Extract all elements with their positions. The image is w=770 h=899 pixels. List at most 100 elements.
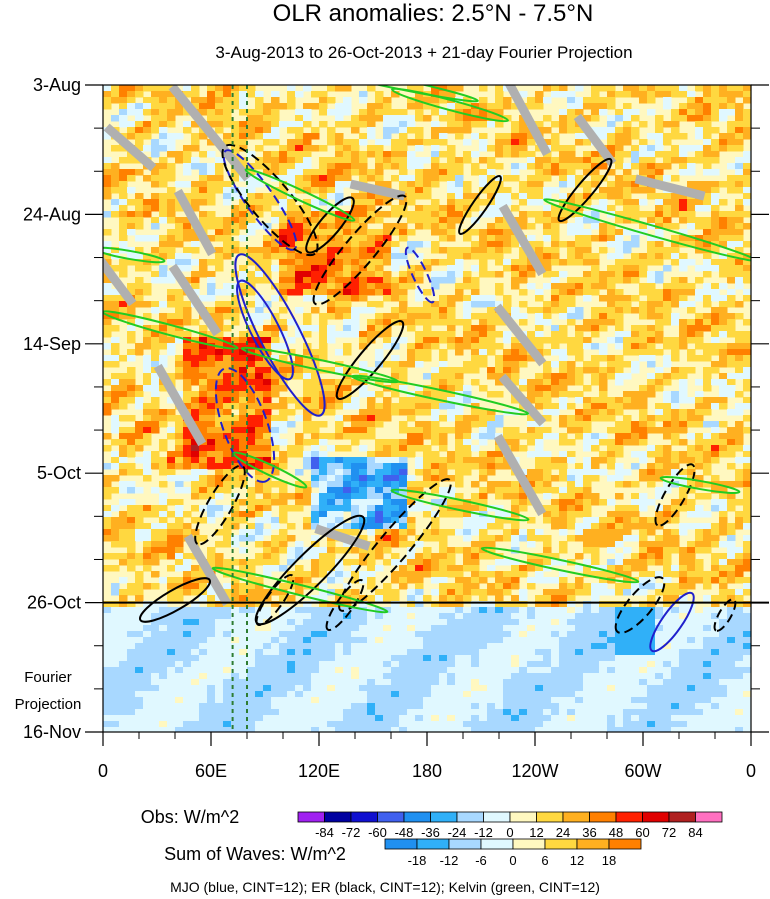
field-cell (439, 541, 448, 548)
field-cell (575, 253, 584, 260)
field-cell (495, 577, 504, 584)
field-cell (135, 469, 144, 476)
field-cell (135, 529, 144, 536)
field-cell (279, 247, 288, 254)
field-cell (231, 169, 240, 176)
field-cell (327, 241, 336, 248)
field-cell (303, 517, 312, 524)
field-cell (527, 157, 536, 164)
field-cell (439, 229, 448, 236)
field-cell (703, 403, 712, 410)
field-cell (655, 319, 664, 326)
field-cell (719, 319, 728, 326)
field-cell (463, 565, 472, 572)
field-cell (583, 505, 592, 512)
field-cell (543, 313, 552, 320)
field-cell (319, 103, 328, 110)
field-cell (639, 391, 648, 398)
field-cell (279, 529, 288, 536)
field-cell (375, 115, 384, 122)
field-cell (743, 295, 751, 302)
field-cell (223, 421, 232, 428)
field-cell (263, 199, 272, 206)
field-cell (239, 193, 248, 200)
field-cell (567, 361, 576, 368)
field-cell (719, 91, 728, 98)
field-cell (191, 145, 200, 152)
field-cell (423, 325, 432, 332)
field-cell (575, 331, 584, 338)
field-cell (431, 439, 440, 446)
field-cell (527, 553, 536, 560)
field-cell (703, 577, 712, 584)
field-cell (415, 469, 424, 476)
field-cell (671, 337, 680, 344)
field-cell (183, 331, 192, 338)
field-cell (319, 235, 328, 242)
field-cell (183, 391, 192, 398)
field-cell (391, 361, 400, 368)
field-cell (303, 427, 312, 434)
field-cell (455, 181, 464, 188)
field-cell (351, 319, 360, 326)
field-cell (255, 247, 264, 254)
field-cell (223, 457, 232, 464)
field-cell (383, 589, 392, 596)
field-cell (415, 463, 424, 470)
field-cell (463, 325, 472, 332)
field-cell (175, 253, 184, 260)
field-cell (511, 103, 520, 110)
field-cell (431, 553, 440, 560)
field-cell (703, 397, 712, 404)
field-cell (311, 211, 320, 218)
field-cell (263, 439, 272, 446)
field-cell (679, 331, 688, 338)
field-cell (511, 355, 520, 362)
field-cell (463, 331, 472, 338)
field-cell (263, 547, 272, 554)
field-cell (511, 349, 520, 356)
field-cell (247, 223, 256, 230)
field-cell (175, 259, 184, 266)
field-cell (647, 133, 656, 140)
field-cell (183, 85, 192, 92)
field-cell (599, 571, 608, 578)
field-cell (167, 103, 176, 110)
field-cell (447, 589, 456, 596)
field-cell (567, 373, 576, 380)
field-cell (719, 361, 728, 368)
field-cell (263, 433, 272, 440)
field-cell (711, 577, 720, 584)
field-cell (423, 409, 432, 416)
field-cell (255, 295, 264, 302)
field-cell (495, 271, 504, 278)
field-cell (215, 229, 224, 236)
field-cell (239, 415, 248, 422)
field-cell (527, 175, 536, 182)
field-cell (607, 559, 616, 566)
field-cell (647, 577, 656, 584)
field-cell (207, 217, 216, 224)
field-cell (231, 481, 240, 488)
field-cell (471, 193, 480, 200)
field-cell (663, 433, 672, 440)
field-cell (375, 415, 384, 422)
field-cell (607, 523, 616, 530)
field-cell (367, 409, 376, 416)
field-cell (103, 319, 112, 326)
field-cell (655, 133, 664, 140)
field-cell (679, 283, 688, 290)
field-cell (463, 301, 472, 308)
field-cell (167, 109, 176, 116)
field-cell (703, 259, 712, 266)
field-cell (239, 589, 248, 596)
field-cell (103, 355, 112, 362)
field-cell (103, 133, 112, 140)
field-cell (743, 523, 751, 530)
field-cell (511, 265, 520, 272)
field-cell (551, 379, 560, 386)
field-cell (167, 553, 176, 560)
field-cell (735, 247, 744, 254)
field-cell (591, 85, 600, 92)
field-cell (335, 187, 344, 194)
